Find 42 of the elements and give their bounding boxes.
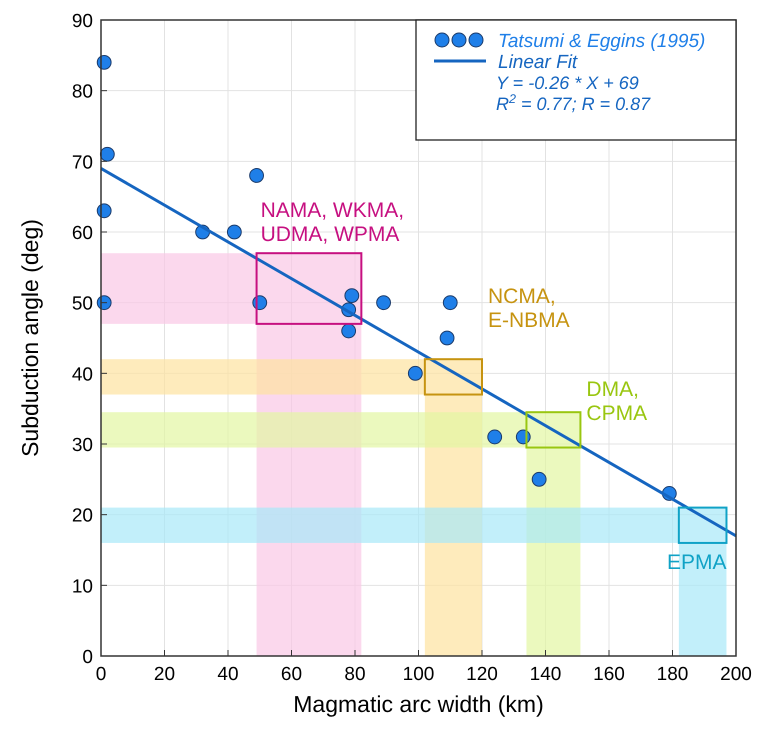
annotation: DMA, CPMA (586, 378, 648, 426)
annotation: NAMA, WKMA, UDMA, WPMA (260, 199, 404, 246)
y-tick-label: 50 (72, 294, 93, 315)
point (226, 224, 242, 240)
point (100, 146, 115, 162)
point (408, 366, 423, 381)
point (344, 288, 360, 303)
point (442, 295, 458, 310)
x-tick-label: 40 (217, 664, 239, 685)
x-tick-label: 120 (466, 664, 498, 685)
point (341, 324, 356, 338)
y-tick-label: 80 (72, 82, 93, 103)
y-tick-label: 10 (72, 576, 93, 598)
y-tick-label: 40 (72, 364, 93, 386)
point (487, 430, 502, 444)
y-tick-label: 90 (72, 11, 93, 32)
y-axis-title: Subduction angle (deg) (17, 219, 43, 457)
point (376, 295, 391, 310)
x-tick-label: 0 (96, 664, 106, 685)
y-tick-label: 60 (72, 223, 93, 244)
point (249, 168, 264, 183)
y-tick-label: 30 (72, 435, 93, 456)
annotation: R$^{2}$ = 0.77; R = 0.87 (496, 92, 652, 114)
legend-label: Tatsumi & Eggins (1995) (498, 31, 706, 52)
x-tick-label: 200 (720, 664, 752, 685)
x-tick-label: 140 (530, 664, 562, 685)
x-tick-label: 180 (656, 664, 688, 685)
annotation: Y = -0.26 * X + 69 (496, 73, 639, 93)
y-tick-label: 20 (72, 506, 93, 527)
y-tick-label: 70 (72, 152, 93, 174)
annotation: NCMA, E-NBMA (488, 285, 570, 332)
point (532, 472, 547, 487)
annotation: EPMA (666, 550, 726, 574)
x-tick-label: 60 (280, 664, 302, 685)
x-axis-title: Magmatic arc width (km) (293, 691, 544, 717)
x-tick-label: 160 (593, 664, 625, 685)
legend-label: Linear Fit (498, 52, 578, 73)
y-tick-label: 0 (82, 647, 93, 668)
x-tick-label: 100 (402, 664, 434, 685)
x-tick-label: 20 (154, 664, 176, 685)
point (440, 330, 454, 346)
x-tick-label: 80 (344, 664, 366, 685)
